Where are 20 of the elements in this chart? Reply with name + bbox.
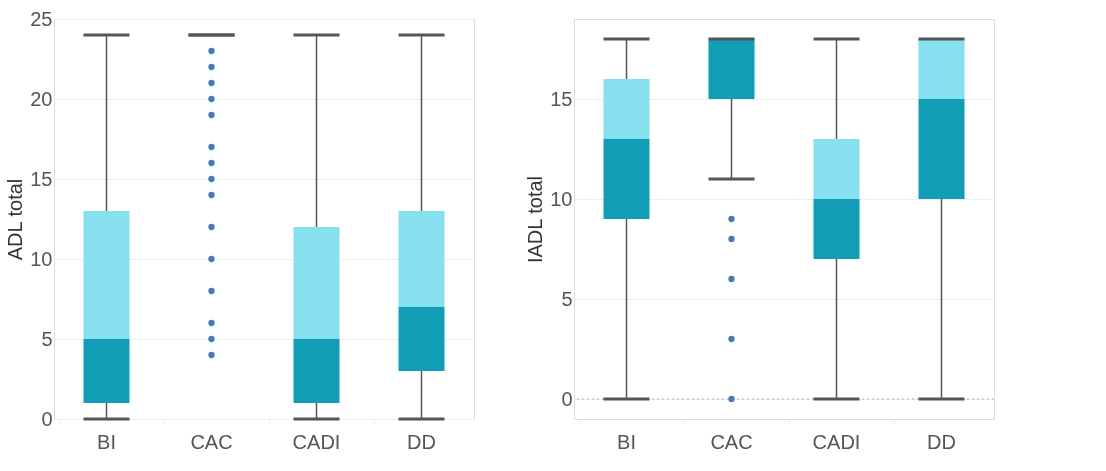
- x-tick-label: BI: [97, 430, 116, 453]
- x-tick-label: CAC: [190, 430, 233, 453]
- x-tick-label: CADI: [292, 430, 341, 453]
- y-tick-label: 20: [30, 87, 53, 110]
- y-tick-label: 0: [41, 407, 53, 430]
- y-tick-label: 5: [41, 327, 53, 350]
- x-tick-label: DD: [407, 430, 436, 453]
- y-axis-title: IADL total: [524, 175, 547, 264]
- y-tick-label: 15: [30, 167, 53, 190]
- y-tick-label: 10: [30, 247, 53, 270]
- y-tick-label: 0: [561, 387, 573, 410]
- x-tick-label: CADI: [812, 430, 861, 453]
- x-tick-label: BI: [617, 430, 636, 453]
- x-tick-label: DD: [927, 430, 956, 453]
- y-tick-label: 15: [550, 87, 573, 110]
- y-axis-title: ADL total: [4, 178, 27, 261]
- x-tick-label: CAC: [710, 430, 753, 453]
- y-tick-label: 25: [30, 7, 53, 30]
- y-tick-label: 10: [550, 187, 573, 210]
- y-tick-label: 5: [561, 287, 573, 310]
